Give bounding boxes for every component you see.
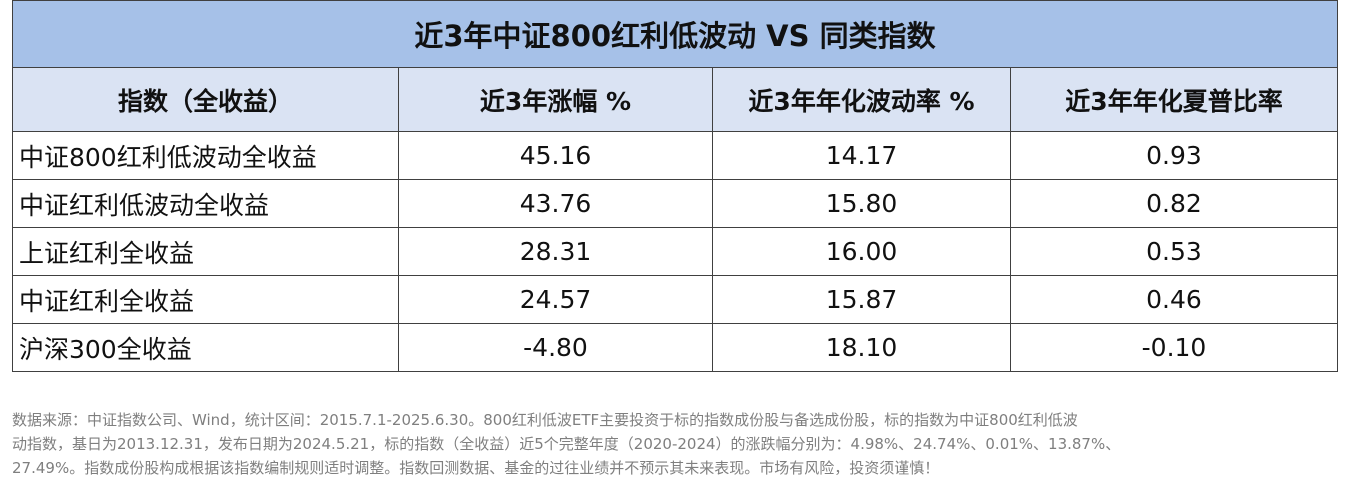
value-cell: 43.76 <box>398 179 713 228</box>
footnote-line: 动指数，基日为2013.12.31，发布日期为2024.5.21，标的指数（全收… <box>12 435 1121 453</box>
index-name-cell: 沪深300全收益 <box>12 323 399 372</box>
value-cell: 45.16 <box>398 131 713 180</box>
header-cell: 指数（全收益） <box>12 67 399 132</box>
comparison-table: 近3年中证800红利低波动 VS 同类指数 指数（全收益） 近3年涨幅 % 近3年年… <box>12 0 1338 372</box>
table-body: 近3年中证800红利低波动 VS 同类指数 指数（全收益） 近3年涨幅 % 近3年年… <box>12 0 1338 372</box>
data-row: 中证800红利低波动全收益 45.16 14.17 0.93 <box>12 131 1338 180</box>
data-row: 中证红利全收益 24.57 15.87 0.46 <box>12 275 1338 324</box>
value-cell: 18.10 <box>712 323 1011 372</box>
index-name-cell: 中证红利低波动全收益 <box>12 179 399 228</box>
index-name-cell: 中证红利全收益 <box>12 275 399 324</box>
index-name-cell: 上证红利全收益 <box>12 227 399 276</box>
data-row: 中证红利低波动全收益 43.76 15.80 0.82 <box>12 179 1338 228</box>
value-cell: 0.46 <box>1010 275 1338 324</box>
value-cell: 0.53 <box>1010 227 1338 276</box>
index-name-cell: 中证800红利低波动全收益 <box>12 131 399 180</box>
value-cell: 15.87 <box>712 275 1011 324</box>
data-row: 上证红利全收益 28.31 16.00 0.53 <box>12 227 1338 276</box>
value-cell: 24.57 <box>398 275 713 324</box>
footnote-line: 数据来源：中证指数公司、Wind，统计区间：2015.7.1-2025.6.30… <box>12 411 1078 429</box>
title-row: 近3年中证800红利低波动 VS 同类指数 <box>12 0 1338 68</box>
footnote: 数据来源：中证指数公司、Wind，统计区间：2015.7.1-2025.6.30… <box>12 408 1357 480</box>
header-cell: 近3年年化夏普比率 <box>1010 67 1338 132</box>
value-cell: -0.10 <box>1010 323 1338 372</box>
footnote-line: 27.49%。指数成份股构成根据该指数编制规则适时调整。指数回测数据、基金的过往… <box>12 459 940 477</box>
header-row: 指数（全收益） 近3年涨幅 % 近3年年化波动率 % 近3年年化夏普比率 <box>12 67 1338 132</box>
value-cell: 0.82 <box>1010 179 1338 228</box>
value-cell: -4.80 <box>398 323 713 372</box>
data-row: 沪深300全收益 -4.80 18.10 -0.10 <box>12 323 1338 372</box>
value-cell: 28.31 <box>398 227 713 276</box>
value-cell: 16.00 <box>712 227 1011 276</box>
value-cell: 0.93 <box>1010 131 1338 180</box>
header-cell: 近3年年化波动率 % <box>712 67 1011 132</box>
value-cell: 14.17 <box>712 131 1011 180</box>
table-title: 近3年中证800红利低波动 VS 同类指数 <box>12 0 1338 68</box>
header-cell: 近3年涨幅 % <box>398 67 713 132</box>
value-cell: 15.80 <box>712 179 1011 228</box>
